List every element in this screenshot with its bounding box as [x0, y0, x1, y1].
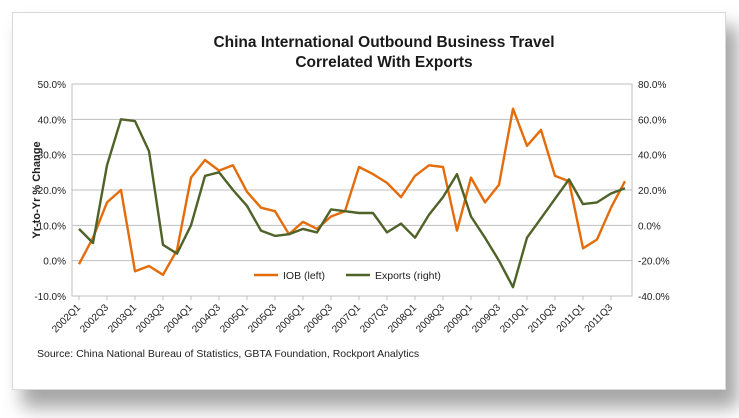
y-left-tick-label: 50.0%	[38, 80, 66, 91]
x-tick-label: 2004Q3	[190, 302, 223, 335]
y-axis-left-ticks: 50.0% 40.0% 30.0% 20.0% 10.0% 0.0% -10.0%	[34, 80, 66, 303]
y-left-tick-label: 0.0%	[43, 257, 66, 268]
x-tick-label: 2009Q3	[470, 302, 503, 335]
x-tick-label: 2008Q1	[386, 302, 419, 335]
x-tick-label: 2005Q1	[218, 302, 251, 335]
x-tick-label: 2004Q1	[162, 302, 195, 335]
x-tick-label: 2003Q1	[106, 302, 139, 335]
y-right-tick-label: 0.0%	[638, 221, 661, 232]
y-axis-left-title: Yr-to-Yr % Change	[31, 141, 43, 238]
x-tick-label: 2003Q3	[134, 302, 167, 335]
x-axis-ticks: 2002Q12002Q32003Q12003Q32004Q12004Q32005…	[50, 296, 615, 335]
y-axis-right-ticks: 80.0% 60.0% 40.0% 20.0% 0.0% -20.0% -40.0%	[638, 80, 670, 303]
x-tick-label: 2008Q3	[414, 302, 447, 335]
y-right-tick-label: -20.0%	[638, 257, 670, 268]
x-tick-label: 2011Q1	[555, 302, 588, 335]
legend-label-iob: IOB (left)	[283, 270, 325, 282]
y-left-tick-label: 30.0%	[38, 151, 66, 162]
y-left-tick-label: 10.0%	[38, 221, 66, 232]
x-tick-label: 2007Q1	[330, 302, 363, 335]
y-right-tick-label: -40.0%	[638, 292, 670, 303]
chart-title-line-2: Correlated With Exports	[295, 54, 472, 71]
x-tick-label: 2006Q1	[274, 302, 307, 335]
x-tick-label: 2010Q3	[526, 302, 559, 335]
x-tick-label: 2006Q3	[302, 302, 335, 335]
legend-label-exports: Exports (right)	[375, 270, 441, 282]
series-lines	[77, 107, 627, 289]
chart-card	[12, 12, 726, 390]
y-left-tick-label: -10.0%	[34, 292, 66, 303]
chart-title-line-1: China International Outbound Business Tr…	[213, 34, 554, 51]
y-right-tick-label: 40.0%	[638, 151, 666, 162]
x-tick-label: 2011Q3	[583, 302, 616, 335]
x-tick-label: 2007Q3	[358, 302, 391, 335]
x-tick-label: 2009Q1	[442, 302, 475, 335]
y-right-tick-label: 20.0%	[638, 186, 666, 197]
y-left-tick-label: 40.0%	[38, 115, 66, 126]
series-line-iob	[77, 107, 627, 276]
x-tick-label: 2002Q1	[50, 302, 83, 335]
y-right-tick-label: 60.0%	[638, 115, 666, 126]
x-tick-label: 2010Q1	[498, 302, 531, 335]
y-left-tick-label: 20.0%	[38, 186, 66, 197]
x-tick-label: 2005Q3	[246, 302, 279, 335]
legend: IOB (left) Exports (right)	[254, 270, 441, 282]
x-tick-label: 2002Q3	[78, 302, 111, 335]
series-line-exports	[78, 118, 626, 289]
y-right-tick-label: 80.0%	[638, 80, 666, 91]
source-note: Source: China National Bureau of Statist…	[37, 348, 419, 360]
gridlines	[71, 83, 633, 297]
